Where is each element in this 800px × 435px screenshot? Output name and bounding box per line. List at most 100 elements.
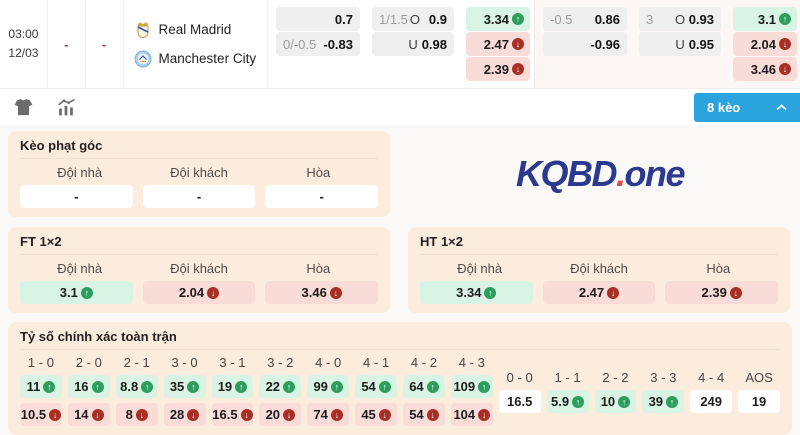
score-odds[interactable]: 39 <box>642 390 685 413</box>
score-odds-top[interactable]: 22 <box>259 375 302 398</box>
home-win-odds-cell[interactable]: 3.1 <box>733 7 797 31</box>
away-header: Đội khách <box>570 261 628 276</box>
ft-home-odds[interactable]: 3.1 <box>20 281 133 304</box>
jersey-icon[interactable] <box>14 98 33 117</box>
odds-value: 74 <box>313 407 328 422</box>
score-odds-bottom[interactable]: 10.5 <box>20 403 62 426</box>
away-header: Đội khách <box>170 261 228 276</box>
odds-value: 28 <box>169 407 185 422</box>
score-column: 3 - 1 19 16.5 <box>211 355 254 426</box>
under-odds: 0.95 <box>688 36 715 52</box>
score-odds-top[interactable]: 35 <box>163 375 206 398</box>
draw-score-column: 2 - 2 10 <box>594 355 637 426</box>
score-odds-bottom[interactable]: 74 <box>307 403 350 426</box>
odds-value: 54 <box>361 379 376 394</box>
corner-draw-odds[interactable]: - <box>265 185 379 208</box>
odds-value: 249 <box>700 394 723 409</box>
trend-icon <box>512 38 524 50</box>
corner-odds-section: Kèo phạt góc Đội nhà Đội khách Hòa - - - <box>8 131 390 217</box>
corner-away-odds[interactable]: - <box>142 185 256 208</box>
trend-icon <box>330 380 343 393</box>
handicap-odds-cell[interactable]: 0/-0.5 -0.83 <box>276 32 360 56</box>
score-odds-top[interactable]: 11 <box>20 375 62 398</box>
score-odds-top[interactable]: 64 <box>403 375 445 398</box>
away-team[interactable]: Manchester City <box>134 50 267 68</box>
under-odds-cell[interactable]: U 0.98 <box>372 32 454 56</box>
score-odds-bottom[interactable]: 14 <box>67 403 110 426</box>
handicap-odds-cell[interactable]: 0.7 <box>276 7 360 31</box>
score-column: 4 - 1 54 45 <box>355 355 397 426</box>
score-odds-top[interactable]: 109 <box>450 375 493 398</box>
trend-icon <box>512 63 524 75</box>
odds-value: 2.39 <box>701 285 727 300</box>
away-score-placeholder: - <box>86 0 124 88</box>
manchester-city-crest-icon <box>134 50 152 68</box>
score-odds-bottom[interactable]: 45 <box>355 403 397 426</box>
chevron-up-icon <box>776 104 787 111</box>
away-win-odds-cell[interactable]: 2.04 <box>733 32 797 56</box>
score-odds-top[interactable]: 99 <box>307 375 350 398</box>
odds-value: 10 <box>600 394 616 409</box>
draw-header: Hòa <box>706 261 731 276</box>
home-team[interactable]: Real Madrid <box>134 21 267 39</box>
score-odds[interactable]: 249 <box>690 390 733 413</box>
home-win-odds-cell[interactable]: 3.34 <box>466 7 530 31</box>
draw-score-column: 3 - 3 39 <box>642 355 685 426</box>
over-odds-cell[interactable]: 3 O 0.93 <box>639 7 721 31</box>
over-odds: 0.93 <box>688 11 714 27</box>
draw-odds-cell[interactable]: 3.46 <box>733 57 797 81</box>
odds-value: 2.04 <box>178 285 205 300</box>
odds-value: 16.5 <box>507 394 533 409</box>
score-odds-bottom[interactable]: 16.5 <box>211 403 254 426</box>
ht-away-odds[interactable]: 2.47 <box>542 281 656 304</box>
odds-value: 14 <box>74 407 89 422</box>
ht-draw-odds[interactable]: 2.39 <box>665 281 779 304</box>
under-odds-cell[interactable]: U 0.95 <box>639 32 721 56</box>
handicap-odds: -0.83 <box>323 36 353 52</box>
trend-icon <box>329 286 342 299</box>
odds-value: 3.1 <box>59 285 78 300</box>
score-odds-top[interactable]: 8.8 <box>115 375 158 398</box>
score-odds-bottom[interactable]: 54 <box>403 403 445 426</box>
home-header: Đội nhà <box>457 261 503 276</box>
score-odds[interactable]: 16.5 <box>498 390 541 413</box>
trend-icon <box>426 408 439 421</box>
handicap-odds-cell[interactable]: -0.5 0.86 <box>543 7 627 31</box>
ft-away-odds[interactable]: 2.04 <box>142 281 256 304</box>
score-odds[interactable]: 10 <box>594 390 637 413</box>
score-odds-bottom[interactable]: 20 <box>259 403 302 426</box>
away-team-name: Manchester City <box>158 51 257 66</box>
under-label: U <box>675 36 685 52</box>
odds-value: 99 <box>313 379 328 394</box>
score-column: 2 - 1 8.8 8 <box>115 355 158 426</box>
score-odds-top[interactable]: 54 <box>355 375 397 398</box>
score-column: 3 - 0 35 28 <box>163 355 206 426</box>
odds-value: 3.34 <box>456 285 482 300</box>
corner-home-odds[interactable]: - <box>20 185 133 208</box>
score-odds-bottom[interactable]: 104 <box>450 403 493 426</box>
draw-odds-cell[interactable]: 2.39 <box>466 57 530 81</box>
score-odds[interactable]: 19 <box>738 390 780 413</box>
odds-count-button[interactable]: 8 kèo <box>694 93 800 122</box>
handicap-odds: 0.86 <box>594 11 620 27</box>
over-label: O <box>674 11 686 27</box>
odds-value: 54 <box>409 407 424 422</box>
score-odds-top[interactable]: 16 <box>67 375 110 398</box>
ft-draw-odds[interactable]: 3.46 <box>265 281 379 304</box>
score-odds-bottom[interactable]: 28 <box>163 403 206 426</box>
section-title: FT 1×2 <box>20 234 378 255</box>
ht-home-odds[interactable]: 3.34 <box>420 281 533 304</box>
draw-header: Hòa <box>306 165 331 180</box>
score-odds[interactable]: 5.9 <box>546 390 589 413</box>
handicap-odds-cell[interactable]: -0.96 <box>543 32 627 56</box>
score-odds-bottom[interactable]: 8 <box>115 403 158 426</box>
score-column: 4 - 2 64 54 <box>403 355 445 426</box>
odds-value: 109 <box>453 379 476 394</box>
trend-icon <box>187 408 200 421</box>
trend-icon <box>49 408 62 421</box>
over-odds-cell[interactable]: 1/1.5 O 0.9 <box>372 7 454 31</box>
score-odds-top[interactable]: 19 <box>211 375 254 398</box>
away-win-odds-cell[interactable]: 2.47 <box>466 32 530 56</box>
stats-chart-icon[interactable] <box>57 98 76 117</box>
odds-value: 19 <box>751 394 767 409</box>
